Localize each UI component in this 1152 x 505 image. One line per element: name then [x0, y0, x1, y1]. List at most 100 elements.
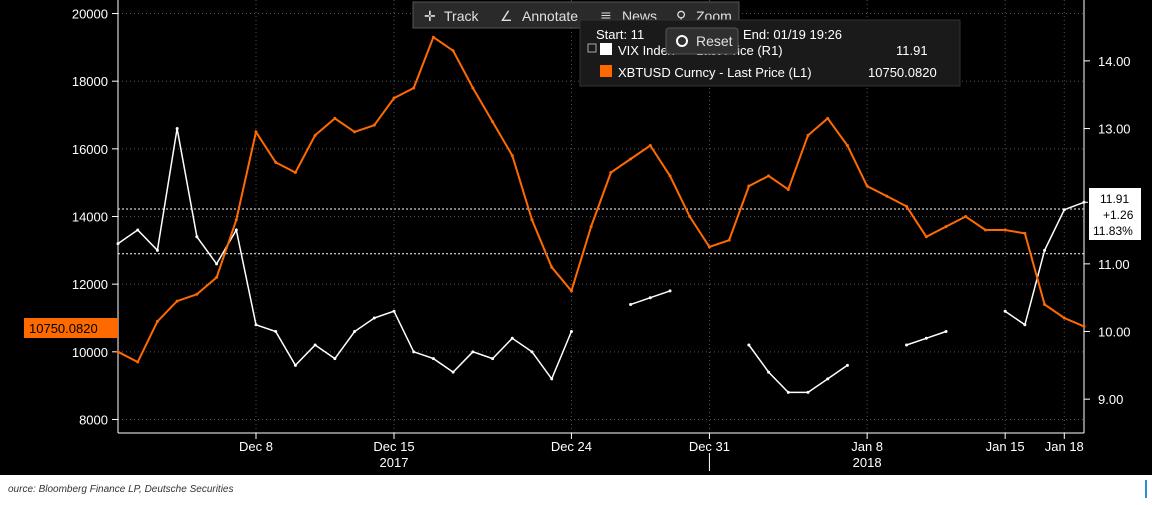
vix-point	[924, 336, 928, 340]
left-tick-label: 10000	[72, 345, 108, 360]
vix-point	[747, 343, 751, 347]
legend-background	[579, 19, 961, 87]
vix-point	[1062, 208, 1066, 212]
btc-point	[905, 204, 909, 208]
vix-last-value: 11.91	[1100, 192, 1129, 206]
btc-point	[175, 299, 179, 303]
btc-point	[155, 319, 159, 323]
vix-point	[155, 248, 159, 252]
btc-point	[964, 215, 968, 218]
btc-point	[274, 160, 278, 164]
btc-last-badge: 10750.0820	[24, 318, 118, 338]
btc-point	[372, 123, 376, 127]
reset-button-background[interactable]	[665, 27, 739, 55]
btc-point	[845, 143, 849, 147]
vix-point	[451, 370, 455, 374]
btc-point	[806, 133, 810, 137]
btc-point	[648, 143, 652, 147]
btc-point	[589, 225, 593, 229]
left-tick-label: 8000	[79, 412, 108, 427]
right-tick-label: 13.00	[1098, 122, 1131, 137]
btc-point	[550, 265, 554, 269]
btc-series	[116, 35, 1086, 364]
vix-point	[491, 357, 495, 361]
vix-point	[254, 323, 258, 327]
btc-point	[826, 116, 830, 120]
legend-btc-value: 10750.0820	[868, 65, 937, 80]
btc-point	[727, 238, 731, 242]
reset-icon	[676, 35, 688, 47]
vix-point	[1023, 323, 1027, 327]
vix-swatch	[600, 43, 612, 55]
btc-point	[924, 235, 928, 239]
vix-point	[550, 377, 554, 381]
reset-button[interactable]: Reset	[665, 27, 739, 55]
vix-point	[116, 242, 120, 246]
x-tick-label: Dec 8	[239, 439, 273, 454]
btc-point	[195, 292, 199, 296]
expand-icon[interactable]	[587, 43, 597, 53]
chart: 8000 10000 12000 14000 16000 18000 20000 9.00 10…	[0, 0, 1152, 475]
left-tick-label: 16000	[72, 142, 108, 157]
legend: Start: 11 End: 01/19 19:26 VIX Index - L…	[579, 19, 961, 87]
vix-point	[905, 343, 909, 347]
vix-point	[392, 309, 396, 313]
year-label: 2017	[380, 455, 409, 470]
btc-point	[707, 245, 711, 249]
btc-point	[629, 157, 633, 161]
btc-point	[530, 218, 534, 222]
btc-point	[1043, 302, 1047, 306]
btc-line	[117, 35, 1085, 364]
btc-point	[215, 275, 219, 279]
btc-point	[786, 187, 790, 191]
btc-point	[471, 86, 475, 90]
right-tick-label: 10.00	[1098, 325, 1131, 340]
vix-point	[313, 343, 317, 347]
vix-change: +1.26	[1103, 208, 1134, 222]
btc-point	[944, 225, 948, 229]
vix-point	[274, 330, 278, 334]
btc-point	[569, 289, 573, 293]
track-button[interactable]: ✛ Track	[424, 8, 479, 24]
legend-vix-value: 11.91	[896, 43, 928, 58]
left-tick-label: 20000	[72, 7, 108, 22]
vix-point	[353, 330, 357, 334]
vix-point	[136, 228, 140, 232]
vix-last-badge: 11.91 +1.26 11.83%	[1089, 188, 1141, 240]
zoom-icon: ⚲	[676, 8, 686, 24]
btc-point	[431, 35, 435, 39]
btc-point	[293, 171, 297, 175]
year-label: 2018	[853, 455, 882, 470]
scroll-marker	[1145, 480, 1147, 498]
btc-point	[451, 49, 455, 53]
reset-label: Reset	[696, 33, 733, 49]
btc-point	[491, 120, 495, 124]
x-tick-label: Jan 8	[851, 439, 883, 454]
btc-point	[1003, 228, 1007, 232]
annotate-button[interactable]: ∠ Annotate	[500, 8, 578, 24]
vix-point	[195, 235, 199, 239]
btc-point	[983, 228, 987, 232]
track-icon: ✛	[424, 8, 436, 24]
btc-point	[234, 218, 238, 222]
x-tick-label: Jan 15	[986, 439, 1025, 454]
btc-point	[668, 174, 672, 178]
vix-point	[431, 357, 435, 361]
btc-last-value: 10750.0820	[29, 321, 98, 336]
axes	[117, 0, 1085, 434]
btc-point	[412, 86, 416, 90]
legend-start: Start: 11	[596, 27, 644, 42]
vix-point	[530, 350, 534, 354]
grid	[112, 0, 1090, 439]
vix-point	[412, 350, 416, 354]
btc-point	[136, 360, 140, 364]
track-label: Track	[444, 8, 479, 24]
x-tick-label: Dec 15	[373, 439, 414, 454]
btc-point	[1023, 231, 1027, 235]
x-tick-label: Dec 31	[689, 439, 730, 454]
vix-point	[471, 350, 475, 354]
btc-point	[747, 184, 751, 188]
right-tick-label: 9.00	[1098, 392, 1123, 407]
vix-point	[1003, 309, 1007, 313]
vix-point	[293, 363, 297, 367]
